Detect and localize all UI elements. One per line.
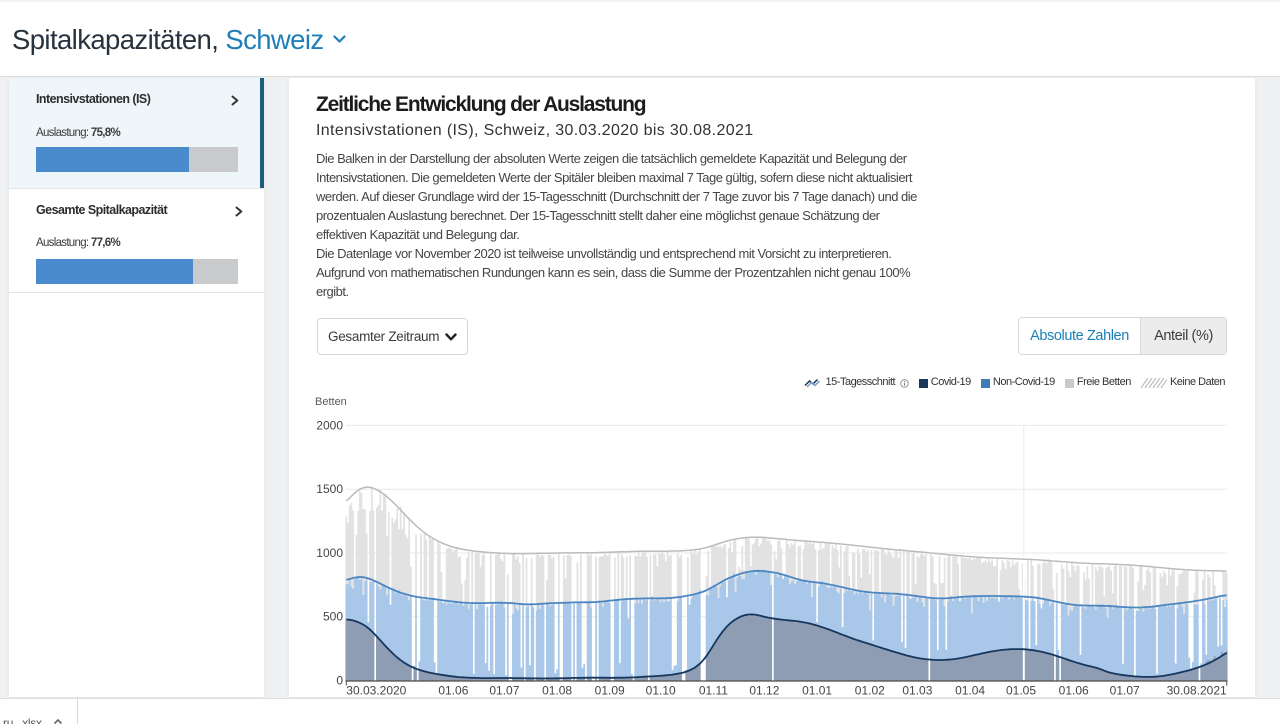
svg-text:1500: 1500	[316, 482, 343, 496]
svg-text:01.07: 01.07	[1110, 684, 1140, 698]
svg-text:30.08.2021: 30.08.2021	[1167, 684, 1227, 698]
svg-text:01.05: 01.05	[1006, 684, 1036, 698]
svg-text:0: 0	[336, 674, 343, 688]
svg-text:01.06: 01.06	[438, 684, 468, 698]
svg-text:01.01: 01.01	[802, 684, 832, 698]
svg-text:01.04: 01.04	[955, 684, 985, 698]
svg-text:1000: 1000	[316, 546, 343, 560]
svg-text:Betten: Betten	[315, 396, 347, 408]
svg-text:30.03.2020: 30.03.2020	[346, 684, 406, 698]
svg-text:01.12: 01.12	[749, 684, 779, 698]
svg-text:01.02: 01.02	[855, 684, 885, 698]
svg-text:01.08: 01.08	[542, 684, 572, 698]
svg-text:01.10: 01.10	[646, 684, 676, 698]
svg-text:01.06: 01.06	[1059, 684, 1089, 698]
svg-text:01.11: 01.11	[699, 684, 728, 698]
svg-text:500: 500	[323, 610, 343, 624]
svg-text:2000: 2000	[316, 418, 343, 432]
svg-text:01.03: 01.03	[902, 684, 932, 698]
svg-text:01.07: 01.07	[489, 684, 519, 698]
svg-text:01.09: 01.09	[595, 684, 625, 698]
